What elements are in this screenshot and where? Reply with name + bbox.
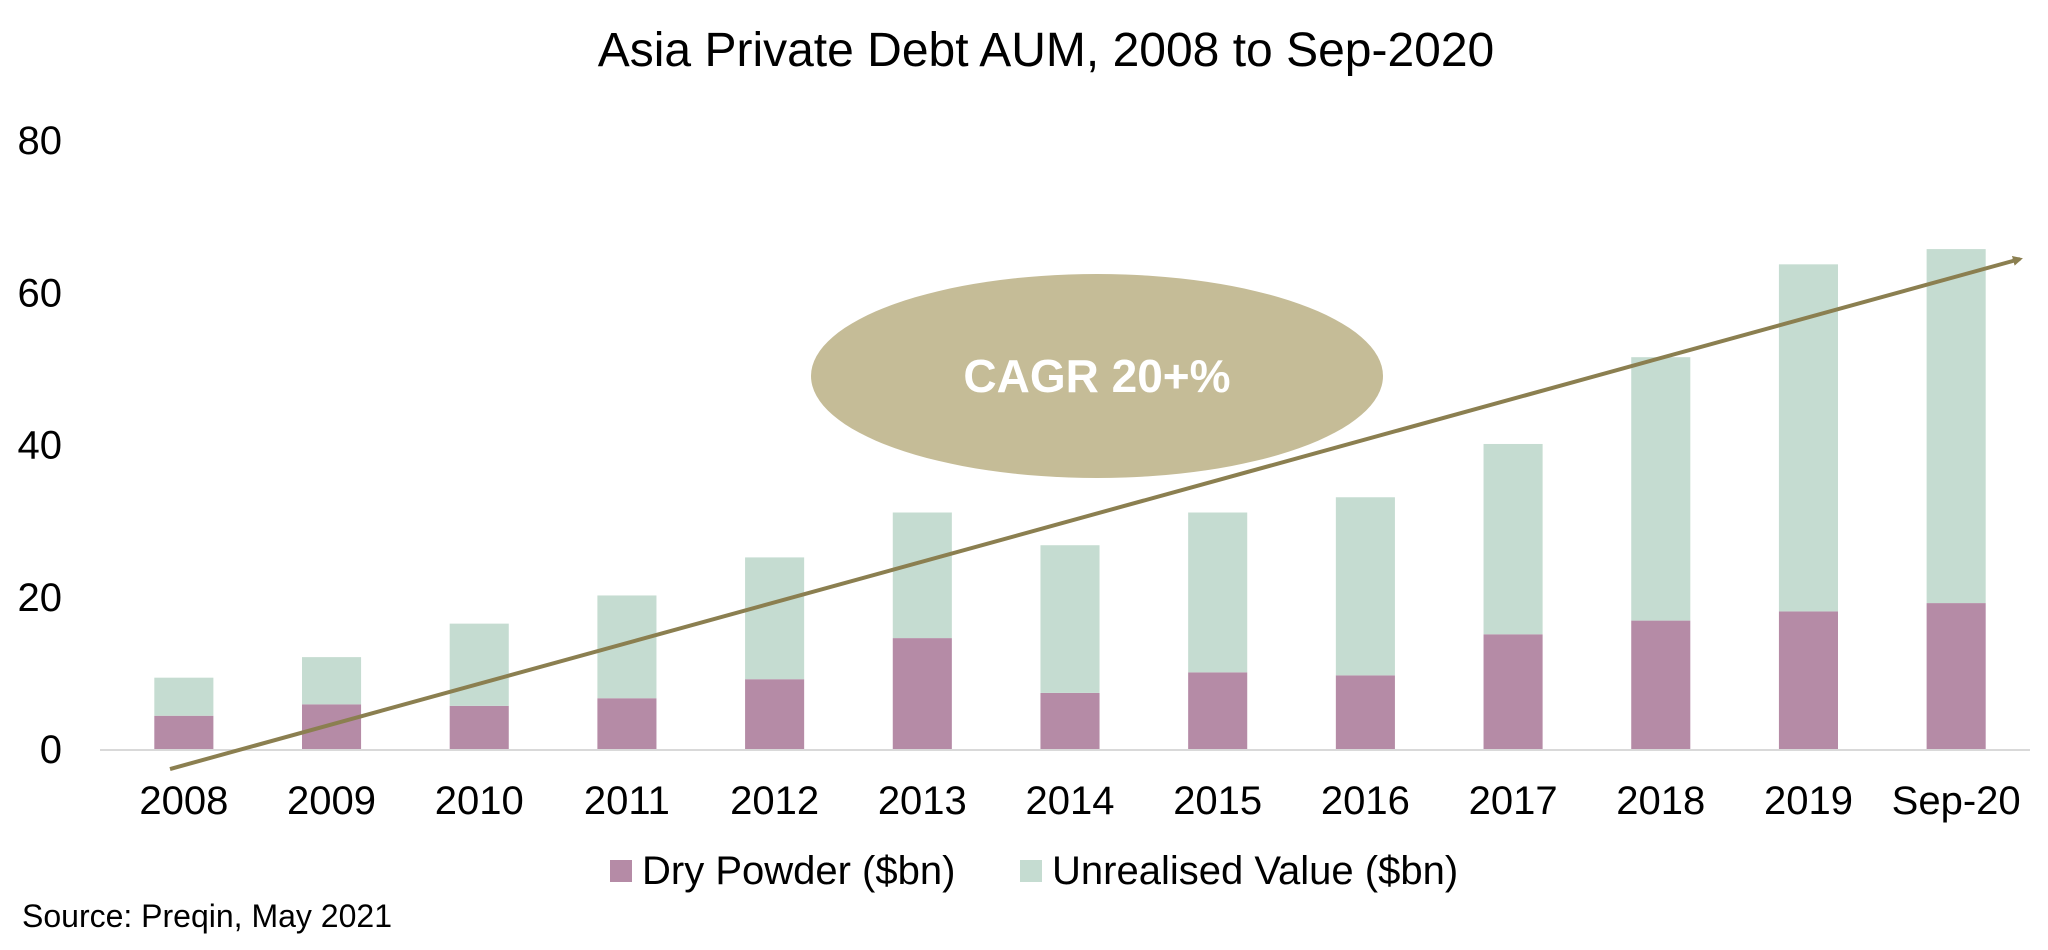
bar-dry-powder [449, 705, 509, 750]
bar-dry-powder [1188, 672, 1248, 750]
bars [154, 249, 1986, 750]
bar-unrealised-value [1926, 249, 1986, 604]
bar-dry-powder [1483, 634, 1543, 750]
x-tick-label: 2014 [1026, 779, 1115, 823]
bar-dry-powder [154, 715, 214, 750]
bar-unrealised-value [1483, 443, 1543, 635]
x-tick-label: 2015 [1173, 779, 1262, 823]
y-axis: 0 20 40 60 80 [18, 119, 63, 772]
bar-dry-powder [302, 704, 362, 750]
bar-unrealised-value [1335, 497, 1395, 676]
bar-unrealised-value [302, 657, 362, 705]
legend-swatch [1020, 860, 1042, 882]
x-tick-label: 2017 [1469, 779, 1558, 823]
bar-unrealised-value [1188, 512, 1248, 673]
bar-unrealised-value [1040, 545, 1100, 693]
bar-unrealised-value [449, 623, 509, 706]
bar-dry-powder [1926, 603, 1986, 750]
source-note: Source: Preqin, May 2021 [22, 898, 392, 934]
chart-title: Asia Private Debt AUM, 2008 to Sep-2020 [598, 24, 1495, 77]
x-axis: 2008 2009 2010 2011 2012 2013 2014 2015 2016 2017… [139, 779, 2020, 823]
y-tick-label: 40 [18, 424, 63, 468]
legend-swatch [610, 860, 632, 882]
bar-dry-powder [1631, 620, 1691, 750]
x-tick-label: 2011 [584, 779, 670, 823]
bar-dry-powder [1040, 692, 1100, 750]
x-tick-label: 2019 [1764, 779, 1853, 823]
x-tick-label: 2010 [435, 779, 524, 823]
x-tick-label: 2018 [1616, 779, 1705, 823]
x-tick-label: 2012 [730, 779, 819, 823]
bar-dry-powder [1778, 611, 1838, 750]
legend-label: Unrealised Value ($bn) [1052, 849, 1458, 893]
trend-arrow [169, 256, 2023, 771]
y-tick-label: 60 [18, 271, 63, 315]
cagr-ellipse [811, 274, 1383, 478]
x-tick-label: Sep-20 [1892, 779, 2021, 823]
cagr-annotation: CAGR 20+% [169, 256, 2023, 771]
bar-dry-powder [892, 638, 952, 750]
y-tick-label: 0 [40, 728, 62, 772]
x-tick-label: 2008 [139, 779, 228, 823]
x-tick-label: 2016 [1321, 779, 1410, 823]
bar-unrealised-value [892, 512, 952, 639]
y-tick-label: 20 [18, 576, 63, 620]
y-tick-label: 80 [18, 119, 63, 163]
bar-unrealised-value [154, 677, 214, 716]
legend-label: Dry Powder ($bn) [642, 849, 955, 893]
legend: Dry Powder ($bn) Unrealised Value ($bn) [610, 849, 1458, 893]
bar-dry-powder [1335, 675, 1395, 750]
bar-dry-powder [597, 698, 657, 750]
cagr-label: CAGR 20+% [963, 350, 1230, 402]
bar-unrealised-value [1631, 357, 1691, 621]
bar-unrealised-value [745, 557, 805, 680]
x-tick-label: 2013 [878, 779, 967, 823]
bar-dry-powder [745, 679, 805, 750]
x-tick-label: 2009 [287, 779, 376, 823]
